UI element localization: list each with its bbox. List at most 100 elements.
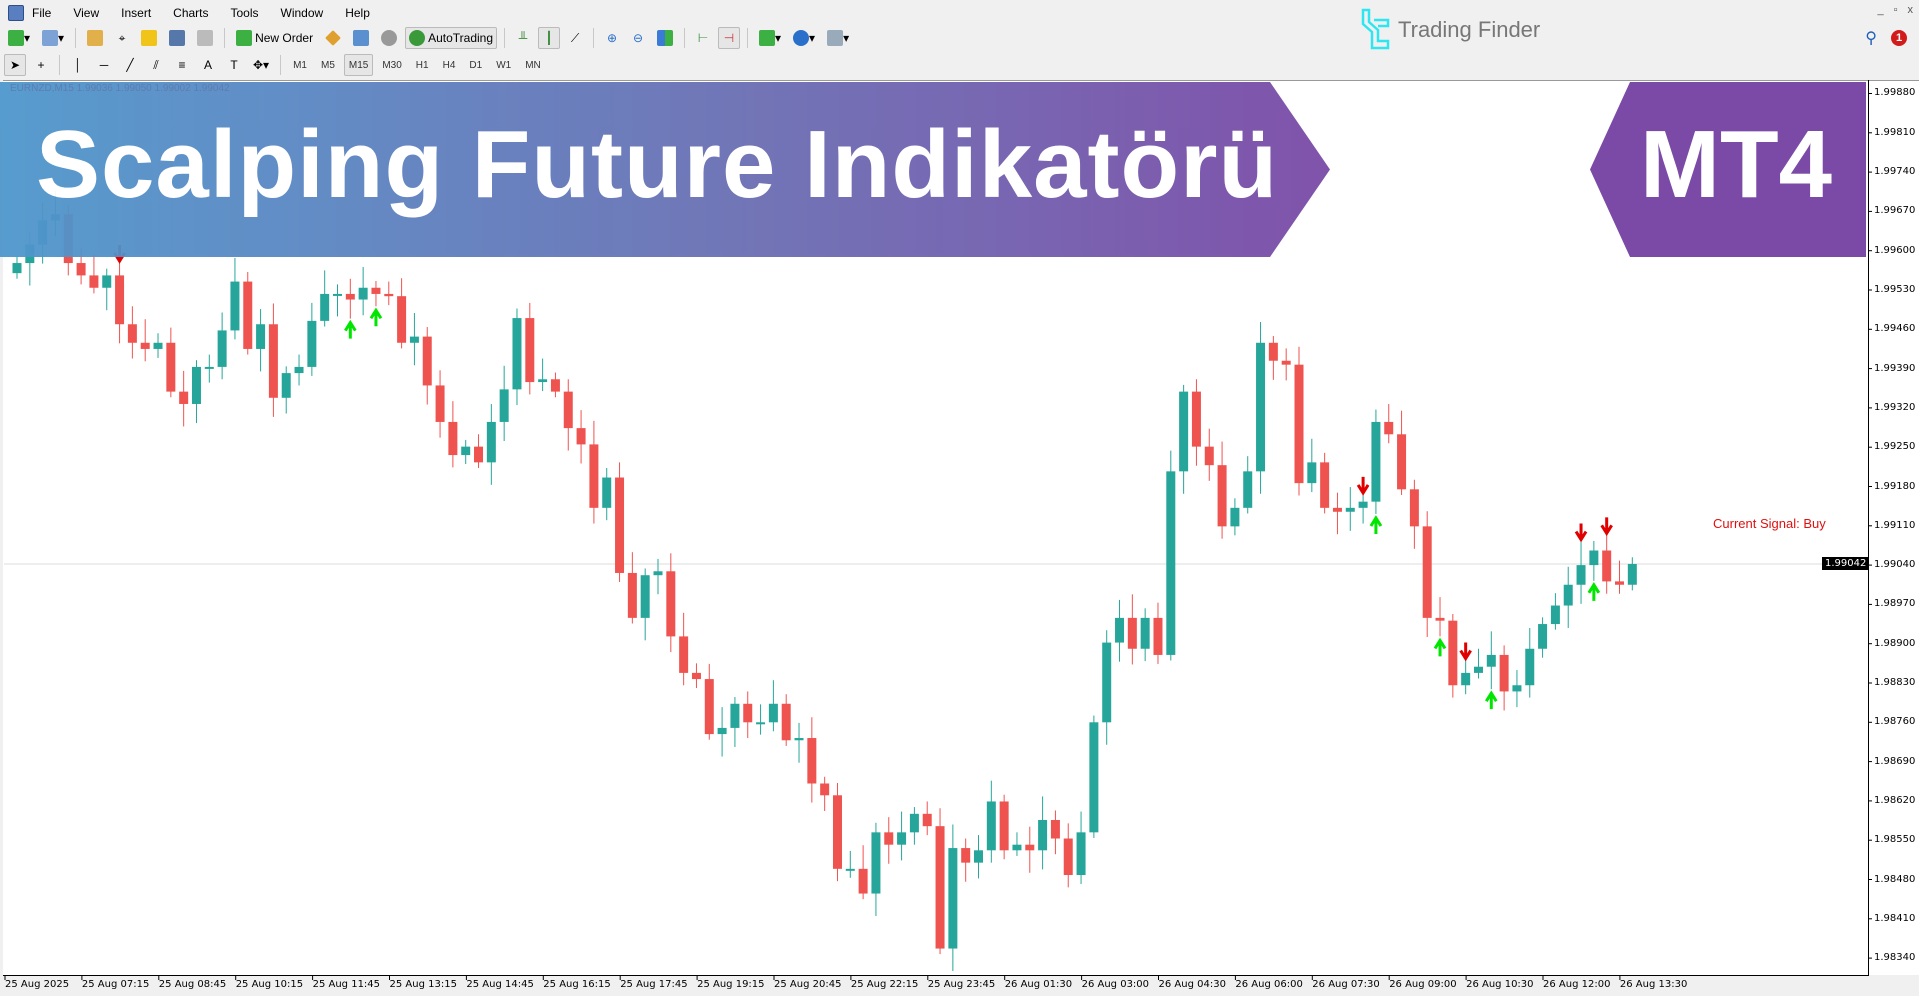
timeframe-m15[interactable]: M15 [343, 54, 374, 76]
chart-shift-button[interactable]: ⊣ [718, 27, 741, 49]
timeframe-h1[interactable]: H1 [415, 59, 429, 71]
new-order-button[interactable]: New Order [232, 27, 317, 49]
search-icon[interactable]: ⚲ [1865, 30, 1877, 47]
menu-window[interactable]: Window [280, 5, 324, 20]
terminal-icon [169, 30, 186, 46]
arrows-icon: ✥▾ [253, 58, 270, 72]
tile-windows-button[interactable] [653, 27, 677, 49]
crosshair-icon: + [37, 58, 45, 72]
vertical-line-button[interactable]: │ [67, 54, 89, 76]
fibonacci-button[interactable]: ≡ [171, 54, 193, 76]
autotrading-button[interactable]: AutoTrading [405, 27, 498, 49]
terminal-button[interactable] [165, 27, 189, 49]
menu-charts[interactable]: Charts [173, 5, 209, 20]
restore-button[interactable]: ▫ [1893, 4, 1898, 16]
candlestick-button[interactable]: ┃ [538, 27, 561, 49]
horizontal-line-button[interactable]: ─ [93, 54, 115, 76]
chart-shift-icon: ⊣ [723, 31, 735, 45]
timeframe-m30[interactable]: M30 [382, 59, 402, 71]
indicators-button[interactable]: ▾ [755, 27, 785, 49]
price-tick-label: 1.99880 [1874, 87, 1916, 99]
candle-body [756, 722, 766, 725]
trendline-button[interactable]: ╱ [119, 54, 141, 76]
candle-body [358, 287, 368, 300]
menu-tools[interactable]: Tools [230, 5, 259, 20]
bar-chart-icon: ╨ [518, 31, 528, 45]
candle-body [589, 444, 599, 508]
candle-body [909, 813, 919, 833]
time-tick-label: 26 Aug 07:30 [1312, 979, 1380, 990]
crosshair-button[interactable]: + [30, 54, 52, 76]
candle-body [1025, 844, 1035, 851]
equidistant-channel-button[interactable]: ⫽ [145, 54, 167, 76]
menu-file[interactable]: File [32, 5, 52, 20]
minimize-button[interactable]: _ [1877, 4, 1884, 16]
autoscroll-icon: ⊢ [697, 31, 709, 45]
time-tick-label: 26 Aug 01:30 [1004, 979, 1073, 990]
candle-body [461, 446, 471, 456]
price-tick-label: 1.98900 [1874, 637, 1916, 649]
line-chart-button[interactable]: ⟋ [564, 27, 586, 49]
menu-view[interactable]: View [73, 5, 100, 20]
timeframe-h4[interactable]: H4 [442, 59, 456, 71]
candle-body [1512, 685, 1522, 692]
price-tick-label: 1.98620 [1874, 794, 1916, 806]
candle-body [1332, 507, 1342, 512]
periods-button[interactable]: ▾ [789, 27, 819, 49]
autoscroll-button[interactable]: ⊢ [692, 27, 714, 49]
drawing-toolbar: ➤ + │ ─ ╱ ⫽ ≡ A T ✥▾ M1 M5 M15 M30 H1 H4… [4, 53, 546, 77]
candle-body [820, 783, 830, 796]
candle-body [320, 293, 330, 321]
zoom-in-button[interactable]: ⊕ [601, 27, 623, 49]
timeframe-m1[interactable]: M1 [293, 59, 307, 71]
candle-body [448, 421, 458, 456]
candle-body [281, 373, 291, 398]
time-tick-label: 25 Aug 07:15 [81, 979, 150, 990]
time-tick-label: 25 Aug 20:45 [774, 979, 842, 990]
strategy-tester-button[interactable] [193, 27, 217, 49]
close-button[interactable]: x [1907, 4, 1914, 16]
menu-insert[interactable]: Insert [121, 5, 152, 20]
menu-help[interactable]: Help [345, 5, 370, 20]
market-button[interactable] [377, 27, 401, 49]
time-tick-label: 25 Aug 16:15 [543, 979, 611, 990]
candle-body [256, 324, 266, 349]
buy-arrow-icon [369, 307, 383, 327]
price-tick-label: 1.99670 [1874, 205, 1916, 217]
timeframe-mn[interactable]: MN [525, 59, 541, 71]
profiles-button[interactable]: ▾ [38, 27, 68, 49]
zoom-out-button[interactable]: ⊖ [627, 27, 649, 49]
indicators-icon [759, 30, 776, 46]
data-window-button[interactable]: ⌖ [111, 27, 133, 49]
price-tick-label: 1.98970 [1874, 598, 1916, 610]
timeframe-d1[interactable]: D1 [469, 59, 483, 71]
candle-body [576, 428, 586, 445]
bar-chart-button[interactable]: ╨ [512, 27, 534, 49]
market-watch-button[interactable] [83, 27, 107, 49]
notifications-badge[interactable]: 1 [1891, 30, 1907, 46]
navigator-button[interactable] [137, 27, 161, 49]
text-button[interactable]: A [197, 54, 219, 76]
candle-body [371, 287, 381, 294]
candle-body [679, 636, 689, 673]
time-tick-label: 25 Aug 19:15 [697, 979, 765, 990]
crosshair-icon: ⌖ [118, 30, 126, 45]
candle-body [1076, 832, 1086, 876]
timeframe-w1[interactable]: W1 [496, 59, 512, 71]
text-label-button[interactable]: T [223, 54, 245, 76]
candle-body [1012, 844, 1022, 851]
buy-arrow-icon [1433, 637, 1447, 657]
time-tick-label: 26 Aug 03:00 [1081, 979, 1150, 990]
new-chart-button[interactable]: ▾ [4, 27, 34, 49]
candle-body [538, 379, 548, 383]
cursor-button[interactable]: ➤ [4, 54, 26, 76]
templates-button[interactable]: ▾ [823, 27, 853, 49]
time-tick-label: 25 Aug 23:45 [927, 979, 996, 990]
signals-button[interactable] [349, 27, 373, 49]
arrows-button[interactable]: ✥▾ [249, 54, 273, 76]
timeframe-m5[interactable]: M5 [320, 59, 335, 71]
candle-body [512, 318, 522, 390]
autotrading-icon [409, 30, 426, 46]
candle-body [986, 801, 996, 851]
